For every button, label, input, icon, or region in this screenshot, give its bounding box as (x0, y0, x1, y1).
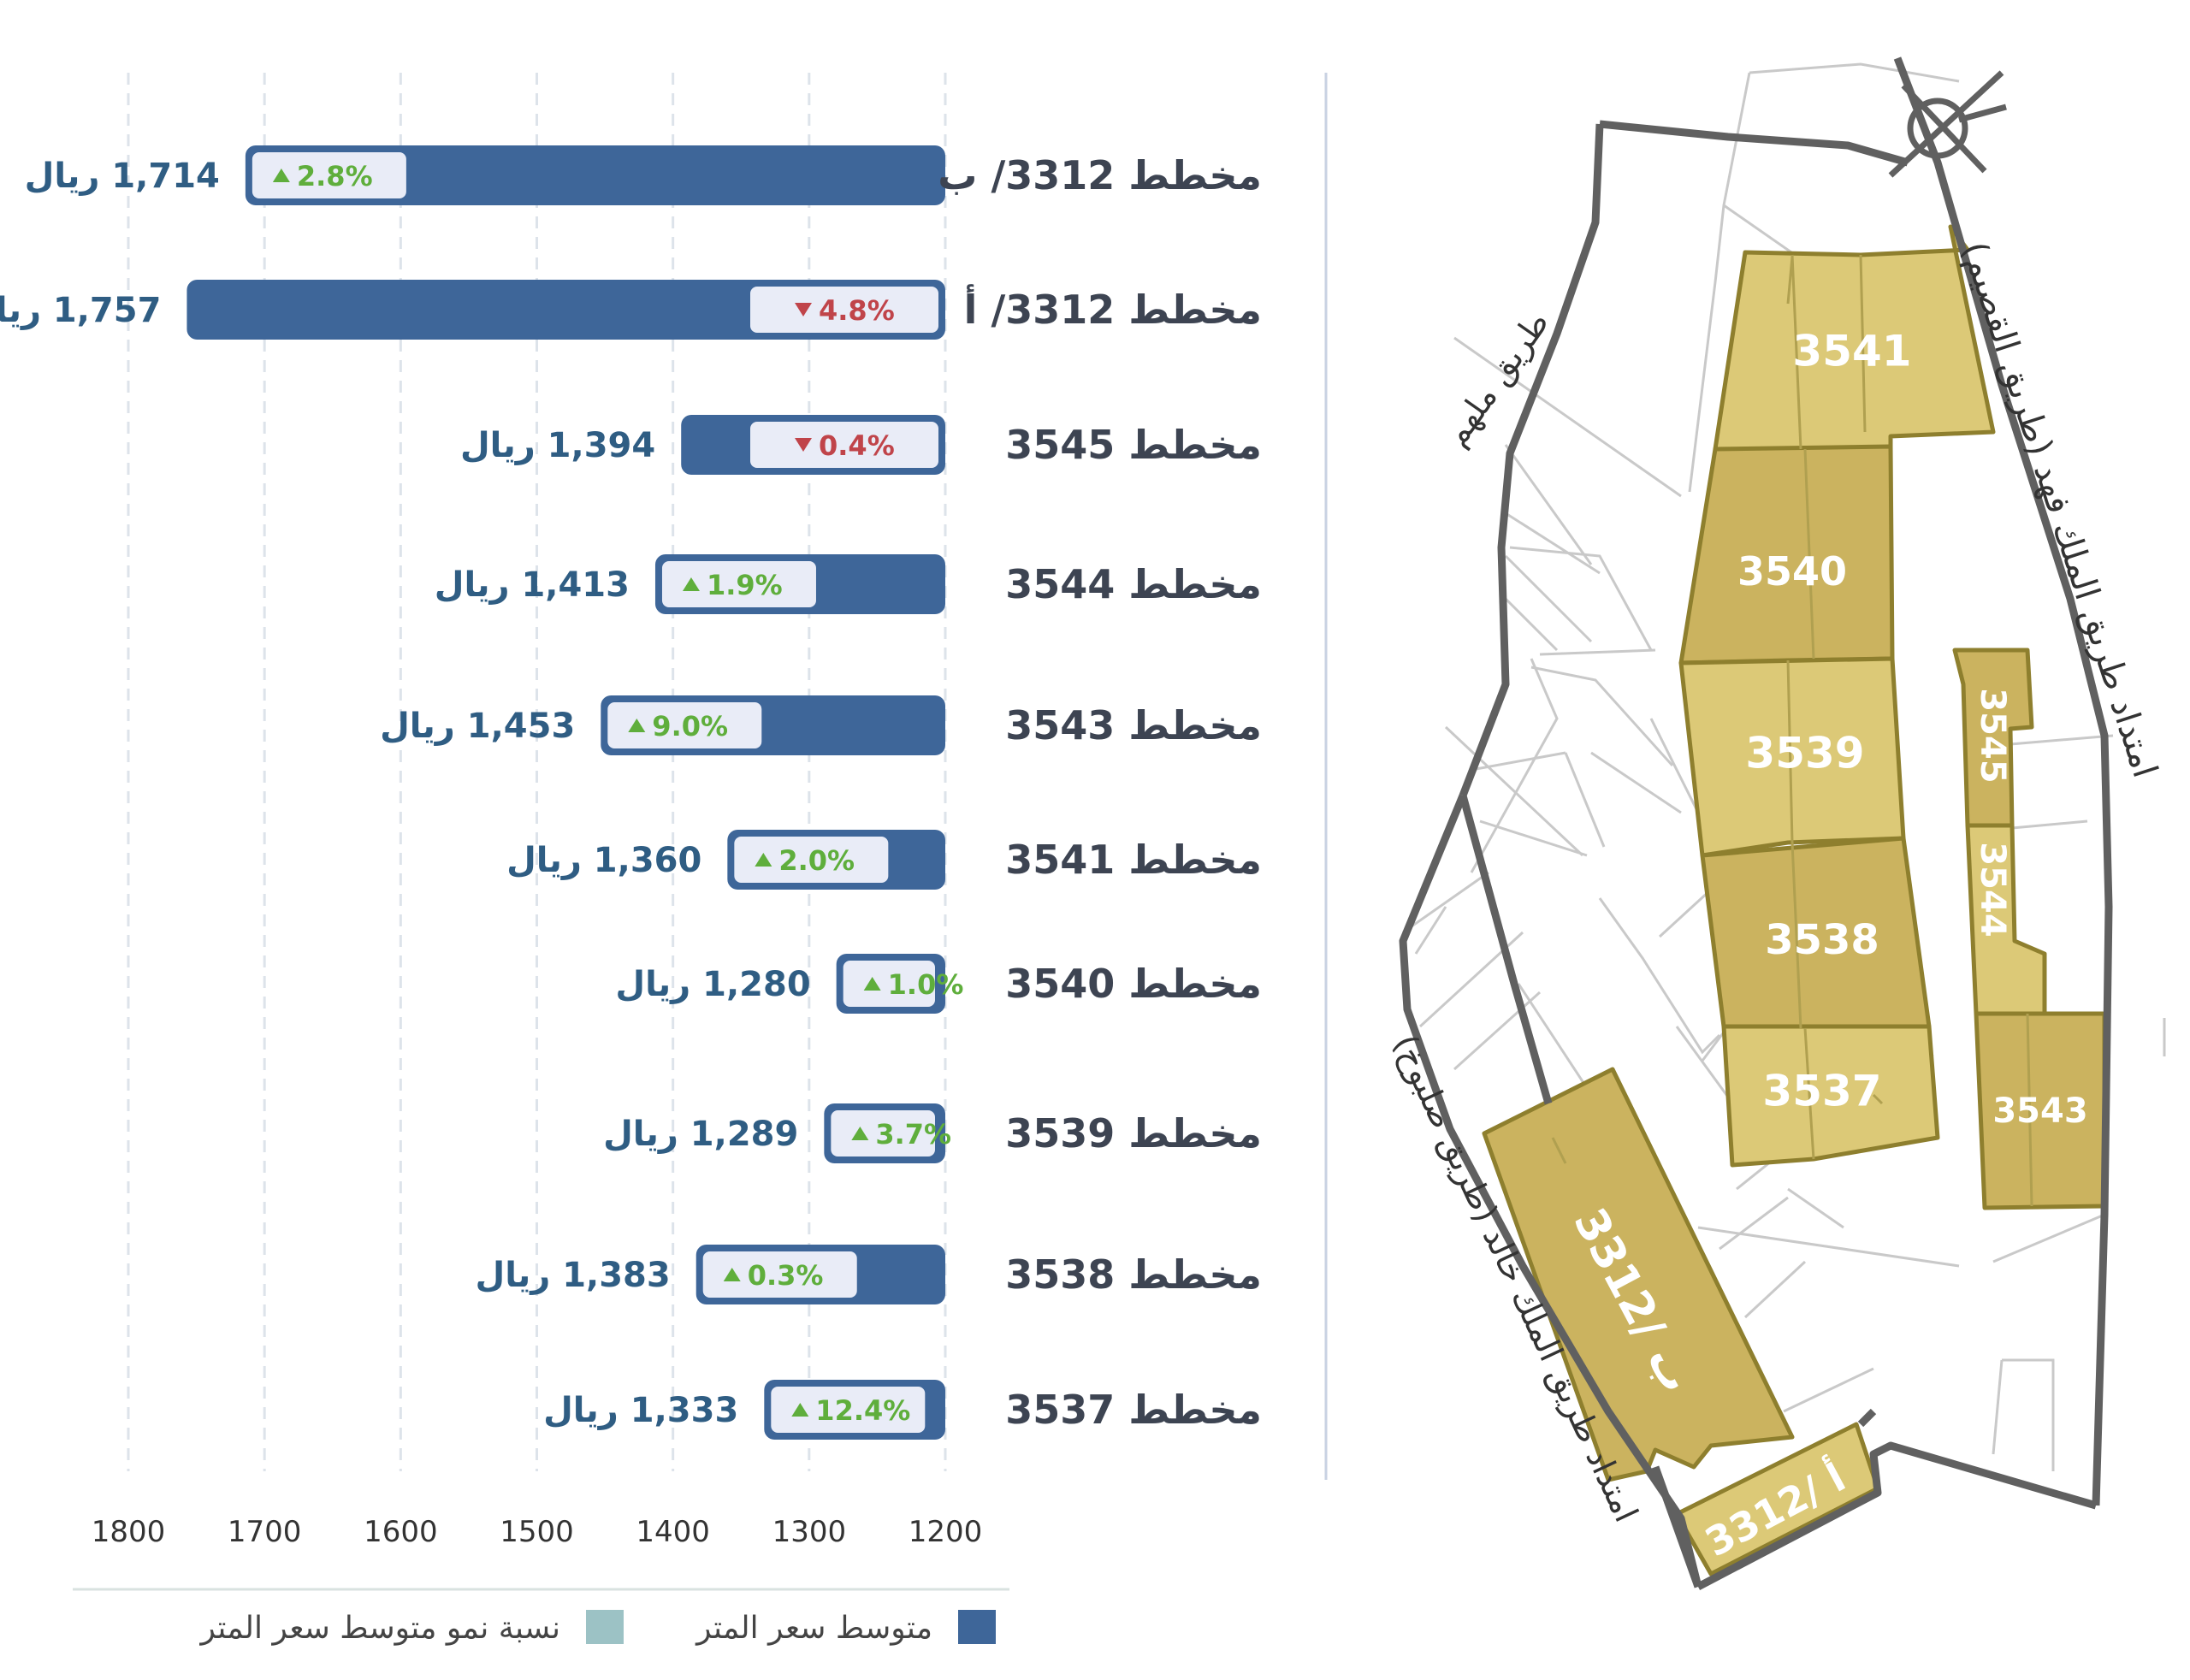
category-label: مخطط 3537 (1005, 1387, 1262, 1433)
arrow-up-icon (851, 1127, 869, 1140)
value-label: 1,333 ريال (543, 1391, 738, 1430)
arrow-down-icon (795, 303, 812, 316)
x-tick-label: 1200 (909, 1515, 983, 1549)
category-label: مخطط 3544 (1005, 561, 1262, 607)
value-label: 1,383 ريال (475, 1256, 670, 1295)
map-main-roads (1399, 56, 2113, 1590)
growth-badge (607, 702, 762, 748)
road-king-fahd (1893, 56, 2113, 1506)
plot-label: 3541 (1792, 327, 1911, 376)
bar-row: 2.8% 1,714 ريال مخطط 3312/ ب (25, 145, 1262, 205)
legend-swatch (586, 1610, 624, 1644)
arrow-up-icon (863, 977, 881, 991)
growth-badge (702, 1251, 857, 1298)
map-plot-inner-lines (1551, 254, 2033, 1207)
plot-label: 3540 (1737, 548, 1847, 595)
growth-label: 2.8% (297, 160, 373, 192)
arrow-up-icon (272, 169, 290, 182)
growth-label: 1.0% (888, 968, 964, 1001)
growth-badge (831, 1110, 935, 1156)
bar-row: 0.4% 1,394 ريال مخطط 3545 (460, 415, 1262, 475)
value-label: 1,714 ريال (25, 157, 220, 196)
bar-row: 0.3% 1,383 ريال مخطط 3538 (475, 1245, 1262, 1304)
category-label: مخطط 3312/ ب (938, 152, 1262, 198)
growth-label: 0.4% (819, 429, 895, 462)
growth-label: 9.0% (652, 710, 728, 742)
category-label: مخطط 3543 (1005, 702, 1262, 748)
plot-label: 3544 (1973, 842, 2012, 937)
category-label: مخطط 3538 (1005, 1251, 1262, 1298)
plot-label: 3545 (1973, 688, 2012, 783)
interchange-icon (1888, 70, 2007, 178)
arrow-up-icon (755, 853, 772, 867)
legend-label: متوسط سعر المتر (695, 1611, 932, 1646)
plot-label: 3539 (1745, 729, 1864, 778)
x-tick-label: 1800 (92, 1515, 166, 1549)
legend-swatch (958, 1610, 996, 1644)
growth-label: 12.4% (815, 1394, 910, 1427)
value-label: 1,289 ريال (603, 1115, 798, 1154)
x-tick-label: 1500 (500, 1515, 574, 1549)
category-label: مخطط 3541 (1005, 837, 1262, 883)
growth-badge (771, 1387, 926, 1433)
growth-label: 3.7% (875, 1118, 951, 1151)
x-axis-ticks: 1800 1700 1600 1500 1400 1300 1200 (92, 1515, 983, 1549)
value-label: 1,360 ريال (506, 841, 701, 880)
bar-row: 12.4% 1,333 ريال مخطط 3537 (543, 1380, 1262, 1440)
category-label: مخطط 3540 (1005, 961, 1262, 1007)
plot-label: 3537 (1762, 1067, 1881, 1116)
growth-badge (252, 152, 406, 198)
plot-3539-shape (1678, 656, 1906, 858)
bar-row: 3.7% 1,289 ريال مخطط 3539 (603, 1103, 1262, 1163)
growth-badge (661, 561, 816, 607)
value-label: 1,453 ريال (380, 707, 575, 746)
arrow-up-icon (682, 577, 700, 591)
growth-badge (750, 287, 938, 333)
category-label: مخطط 3539 (1005, 1110, 1262, 1156)
growth-badge (734, 837, 889, 883)
growth-label: 4.8% (819, 294, 895, 327)
x-tick-label: 1600 (364, 1515, 438, 1549)
road-mulham (1459, 123, 1604, 797)
x-tick-label: 1400 (636, 1515, 710, 1549)
bar-row: 2.0% 1,360 ريال مخطط 3541 (506, 830, 1262, 890)
bar (245, 145, 946, 205)
value-label: 1,394 ريال (460, 426, 655, 465)
growth-label: 1.9% (707, 569, 783, 601)
x-tick-label: 1300 (772, 1515, 847, 1549)
road-north (1599, 120, 1909, 167)
plot-3545-shape (1952, 648, 2034, 828)
arrow-up-icon (723, 1268, 741, 1281)
category-label: مخطط 3312/ أ (964, 284, 1262, 333)
value-label: 1,757 ريال (0, 291, 161, 330)
plot-3312b-shape (1482, 1067, 1795, 1482)
plot-label: 3538 (1765, 916, 1879, 964)
value-label: 1,413 ريال (435, 565, 630, 605)
plot-3537-shape (1721, 1024, 1940, 1168)
arrow-down-icon (795, 438, 812, 452)
bar-row: 1.9% 1,413 ريال مخطط 3544 (435, 554, 1262, 614)
growth-badge (750, 422, 938, 468)
road-south (1696, 1441, 2098, 1590)
map-plots (1482, 224, 2107, 1576)
growth-badge (843, 961, 935, 1007)
bar-row: 9.0% 1,453 ريال مخطط 3543 (380, 695, 1262, 755)
chart-bars: 2.8% 1,714 ريال مخطط 3312/ ب 4.8% 1,757 ريال… (0, 145, 1262, 1440)
value-label: 1,280 ريال (615, 965, 810, 1004)
bar-row: 4.8% 1,757 ريال مخطط 3312/ أ (0, 280, 1262, 340)
growth-label: 2.0% (778, 844, 855, 877)
legend-label: نسبة نمو متوسط سعر المتر (199, 1611, 561, 1646)
road-west-inner (1459, 794, 1553, 1105)
category-label: مخطط 3545 (1005, 422, 1262, 468)
arrow-up-icon (791, 1403, 809, 1417)
x-tick-label: 1700 (228, 1515, 302, 1549)
chart-legend: متوسط سعر المتر نسبة نمو متوسط سعر المتر (199, 1610, 996, 1646)
growth-label: 0.3% (748, 1259, 824, 1292)
plot-label: 3543 (1992, 1091, 2087, 1131)
bar-row: 1.0% 1,280 ريال مخطط 3540 (615, 954, 1262, 1014)
arrow-up-icon (628, 719, 646, 732)
